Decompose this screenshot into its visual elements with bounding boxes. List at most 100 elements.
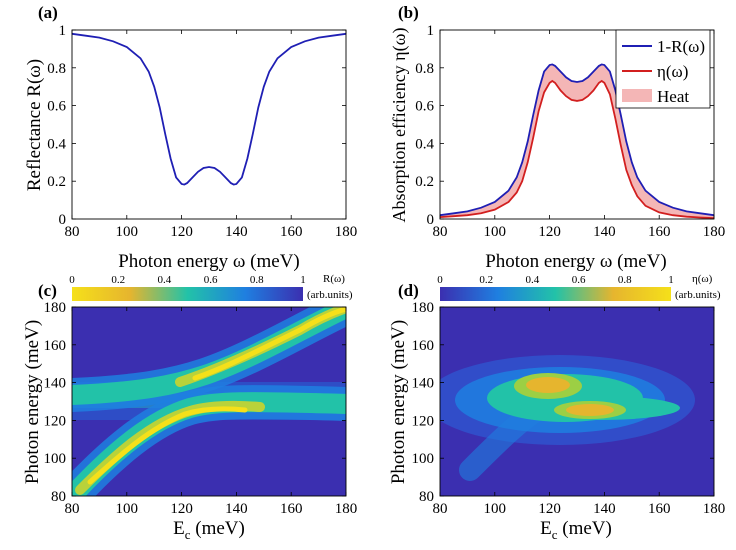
panel-c-xtick-label: 80	[65, 501, 80, 517]
eta-line	[439, 79, 715, 219]
legend-label-1-r: 1-R(ω)	[657, 37, 705, 56]
panel-a-ytick-label: 0.4	[47, 136, 66, 152]
panel-c-ylabel: Photon energy (meV)	[22, 320, 43, 484]
panel-a-xtick-label: 80	[65, 224, 80, 240]
panel-c-colorbar-tick: 0.8	[250, 274, 264, 286]
panel-d-ytick-label: 180	[412, 300, 435, 316]
panel-d-axes: 80 100 120 140 160 180 80 100 120 140 160 180	[412, 300, 726, 517]
panel-b-xtick-label: 160	[648, 224, 671, 240]
panel-d-xtick-label: 140	[593, 501, 616, 517]
panel-c-ytick-label: 140	[44, 376, 67, 392]
panel-b-legend: 1-R(ω) η(ω) Heat	[615, 29, 711, 109]
panel-d-colorbar	[440, 287, 671, 301]
panel-d-frame	[439, 306, 715, 497]
panel-c-ytick-label: 100	[44, 451, 67, 467]
panel-b-ytick-label: 1	[427, 23, 435, 39]
panel-c-ytick-label: 160	[44, 338, 67, 354]
panel-a-xtick-label: 120	[170, 224, 193, 240]
panel-b-xtick-label: 80	[433, 224, 448, 240]
panel-b-ytick-label: 0.8	[415, 61, 434, 77]
panel-b-xtick-label: 140	[593, 224, 616, 240]
panel-d-ytick-label: 140	[412, 376, 435, 392]
panel-a-ytick-label: 0.2	[47, 174, 66, 190]
panel-d-colorbar-tick: 0.8	[618, 274, 632, 286]
legend-swatch-heat	[622, 89, 652, 102]
panel-b-xtick-label: 100	[484, 224, 507, 240]
panel-a-xlabel: Photon energy ω (meV)	[118, 251, 300, 272]
panel-d-colorbar-ticks: 0 0.2 0.4 0.6 0.8 1	[437, 274, 674, 286]
panel-d-xtick-label: 120	[538, 501, 561, 517]
panel-d: (d) 0 0.2 0.4 0.6 0.8 1 η(ω) (arb.units) 80 10…	[388, 273, 725, 542]
panel-c-ytick-label: 120	[44, 413, 67, 429]
panel-d-ytick-label: 160	[412, 338, 435, 354]
panel-c-colorbar	[72, 287, 303, 301]
panel-c-ytick-label: 80	[51, 489, 66, 505]
panel-d-ylabel: Photon energy (meV)	[388, 320, 409, 484]
panel-a: (a) 80 100 120 140 160 180 0 0.2 0.4 0.6 0.8 1 Phot…	[24, 3, 357, 272]
panel-c-colorbar-tick: 0.2	[111, 274, 125, 286]
panel-c-colorbar-tick: 0	[69, 274, 75, 286]
panel-a-ytick-label: 1	[59, 23, 67, 39]
panel-a-frame	[71, 29, 347, 220]
panel-c-ytick-label: 180	[44, 300, 67, 316]
panel-b-xtick-label: 180	[703, 224, 726, 240]
panel-a-ytick-label: 0.8	[47, 61, 66, 77]
panel-d-xtick-label: 160	[648, 501, 671, 517]
legend-label-heat: Heat	[657, 87, 689, 106]
panel-a-ytick-label: 0.6	[47, 99, 66, 115]
legend-label-eta: η(ω)	[657, 62, 688, 81]
panel-b-xlabel: Photon energy ω (meV)	[485, 251, 667, 272]
one-minus-r-line	[439, 63, 715, 217]
panel-a-xtick-label: 100	[116, 224, 139, 240]
panel-c: (c) 0 0.2 0.4 0.6 0.8 1 R(ω) (arb.units) 80 10…	[22, 273, 357, 542]
panel-d-colorbar-label: η(ω)	[692, 273, 713, 285]
panel-c-xtick-label: 120	[170, 501, 193, 517]
panel-d-xtick-label: 80	[433, 501, 448, 517]
panel-b: (b) 80 100 120 140 160 180 0 0.2 0.4 0.6 0.8 1 Phot…	[389, 3, 725, 272]
reflectance-line	[71, 32, 347, 186]
panel-b-ytick-label: 0	[427, 212, 435, 228]
panel-c-label: (c)	[38, 281, 57, 300]
panel-c-xtick-label: 180	[335, 501, 358, 517]
panel-d-xlabel: Ec (meV)	[540, 518, 612, 542]
panel-a-xtick-label: 160	[280, 224, 303, 240]
panel-c-colorbar-ticks: 0 0.2 0.4 0.6 0.8 1	[69, 274, 306, 286]
panel-d-ytick-label: 80	[419, 489, 434, 505]
panel-d-heatmap	[440, 307, 714, 496]
panel-a-xtick-label: 140	[225, 224, 248, 240]
panel-c-xlabel: Ec (meV)	[173, 518, 245, 542]
panel-b-plot-area: 80 100 120 140 160 180 0 0.2 0.4 0.6 0.8 1	[415, 23, 725, 240]
panel-a-xtick-label: 180	[335, 224, 358, 240]
panel-b-label: (b)	[398, 3, 419, 22]
panel-d-colorbar-tick: 0	[437, 274, 443, 286]
panel-b-ytick-label: 0.6	[415, 99, 434, 115]
panel-d-ytick-label: 100	[412, 451, 435, 467]
panel-c-colorbar-tick: 0.6	[204, 274, 218, 286]
panel-d-ytick-label: 120	[412, 413, 435, 429]
panel-b-xtick-label: 120	[538, 224, 561, 240]
panel-b-ytick-label: 0.2	[415, 174, 434, 190]
panel-d-colorbar-tick: 1	[668, 274, 674, 286]
panel-d-xtick-label: 100	[484, 501, 507, 517]
panel-d-colorbar-tick: 0.4	[526, 274, 540, 286]
panel-c-heatmap	[72, 307, 346, 496]
panel-d-label: (d)	[398, 281, 419, 300]
panel-c-xtick-label: 140	[225, 501, 248, 517]
panel-a-ylabel: Reflectance R(ω)	[24, 59, 45, 191]
panel-c-colorbar-label: R(ω)	[323, 273, 345, 285]
panel-b-ytick-label: 0.4	[415, 136, 434, 152]
panel-c-colorbar-tick: 1	[300, 274, 306, 286]
panel-a-label: (a)	[38, 3, 58, 22]
panel-b-ylabel: Absorption efficiency η(ω)	[389, 28, 410, 223]
panel-d-colorbar-tick: 0.2	[479, 274, 493, 286]
panel-d-colorbar-tick: 0.6	[572, 274, 586, 286]
panel-d-colorbar-unit: (arb.units)	[675, 289, 721, 301]
panel-c-colorbar-unit: (arb.units)	[307, 289, 353, 301]
panel-c-frame	[71, 306, 347, 497]
panel-d-xtick-label: 180	[703, 501, 726, 517]
panel-c-xtick-label: 100	[116, 501, 139, 517]
panel-c-xtick-label: 160	[280, 501, 303, 517]
panel-c-axes: 80 100 120 140 160 180 80 100 120 140 160 180	[44, 300, 358, 517]
panel-a-plot-area: 80 100 120 140 160 180 0 0.2 0.4 0.6 0.8 1	[47, 23, 357, 240]
